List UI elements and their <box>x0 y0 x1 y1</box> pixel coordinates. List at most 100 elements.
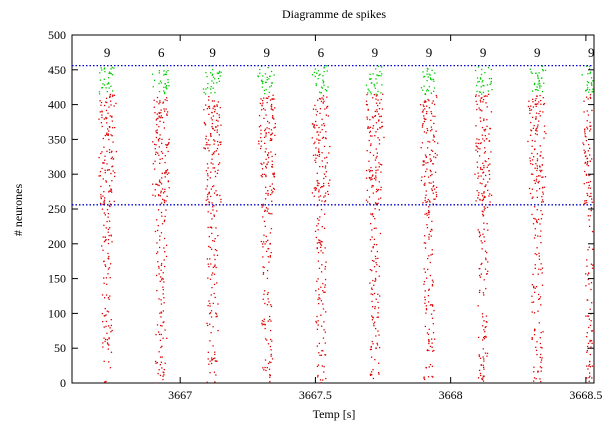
spike-point <box>582 142 584 144</box>
spike-point <box>539 356 541 359</box>
spike-point <box>365 177 368 179</box>
spike-point <box>213 283 216 286</box>
spike-point <box>152 141 154 143</box>
spike-point <box>108 83 110 85</box>
spike-point <box>208 105 210 108</box>
spike-point <box>168 138 170 141</box>
spike-point <box>158 369 160 371</box>
spike-point <box>367 126 369 128</box>
spike-point <box>318 182 320 185</box>
spike-point <box>428 85 431 88</box>
spike-point <box>318 155 320 157</box>
spike-point <box>542 193 544 195</box>
spike-point <box>209 312 212 314</box>
spike-point <box>320 354 323 356</box>
spike-point <box>269 242 271 245</box>
spike-point <box>211 202 213 204</box>
spike-point <box>425 112 428 115</box>
spike-point <box>377 301 379 303</box>
spike-point <box>427 211 430 214</box>
spike-point <box>486 352 489 355</box>
spike-point <box>541 68 544 71</box>
spike-point <box>377 113 380 115</box>
spike-point <box>490 194 493 196</box>
spike-point <box>484 207 486 210</box>
spike-point <box>589 94 592 96</box>
spike-point <box>426 88 429 91</box>
spike-point <box>322 79 324 81</box>
spike-point <box>269 329 272 332</box>
spike-point <box>158 115 160 117</box>
spike-point <box>214 129 216 132</box>
spike-point <box>160 192 162 194</box>
spike-point <box>105 117 107 120</box>
spike-point <box>164 99 166 101</box>
spike-point <box>109 203 111 205</box>
spike-point <box>432 139 434 141</box>
spike-point <box>217 329 219 332</box>
spike-point <box>379 115 381 118</box>
spike-point <box>376 264 378 266</box>
spike-point <box>264 142 266 144</box>
spike-point <box>587 249 589 251</box>
spike-point <box>588 318 591 320</box>
spike-point <box>272 173 274 175</box>
spike-point <box>429 141 431 143</box>
spike-point <box>217 169 219 171</box>
spike-point <box>484 147 486 149</box>
spike-point <box>107 258 110 260</box>
spike-point <box>429 74 431 76</box>
spike-point <box>273 173 275 175</box>
spike-point <box>482 380 485 382</box>
spike-point <box>160 150 163 153</box>
spike-point <box>540 346 542 349</box>
spike-point <box>316 180 318 182</box>
spike-point <box>381 108 384 110</box>
spike-point <box>269 345 272 348</box>
spike-point <box>587 165 590 167</box>
spike-point <box>481 248 483 250</box>
spike-point <box>274 134 276 137</box>
spike-point <box>210 134 212 136</box>
spike-point <box>271 183 274 185</box>
spike-point <box>431 365 434 368</box>
spike-point <box>317 288 320 290</box>
spike-point <box>273 74 275 76</box>
spike-point <box>479 289 481 292</box>
spike-point <box>429 230 432 233</box>
burst-count-label: 9 <box>209 45 216 60</box>
spike-point <box>168 85 170 87</box>
spike-point <box>584 90 587 92</box>
spike-point <box>212 357 215 360</box>
spike-point <box>585 174 588 176</box>
spike-point <box>428 289 430 291</box>
spike-point <box>261 105 263 107</box>
spike-point <box>103 104 106 107</box>
spike-point <box>421 176 423 178</box>
spike-point <box>320 271 323 273</box>
spike-point <box>207 211 209 213</box>
spike-point <box>589 154 591 156</box>
spike-point <box>105 180 107 182</box>
spike-point <box>319 243 322 245</box>
spike-point <box>483 358 485 360</box>
spike-point <box>215 150 218 152</box>
spike-point <box>491 88 493 91</box>
spike-point <box>271 132 274 134</box>
spike-point <box>586 336 588 338</box>
spike-point <box>490 82 492 84</box>
spike-point <box>589 353 591 356</box>
spike-point <box>430 149 433 151</box>
spike-point <box>213 185 215 187</box>
spike-point <box>535 105 537 107</box>
spike-point <box>259 68 261 71</box>
spike-point <box>213 265 216 267</box>
spike-point <box>108 267 111 269</box>
spike-point <box>260 80 263 82</box>
spike-point <box>366 118 369 120</box>
spike-point <box>271 108 273 111</box>
spike-point <box>544 69 547 72</box>
spike-point <box>111 156 113 158</box>
spike-point <box>207 304 209 307</box>
spike-point <box>435 191 437 193</box>
